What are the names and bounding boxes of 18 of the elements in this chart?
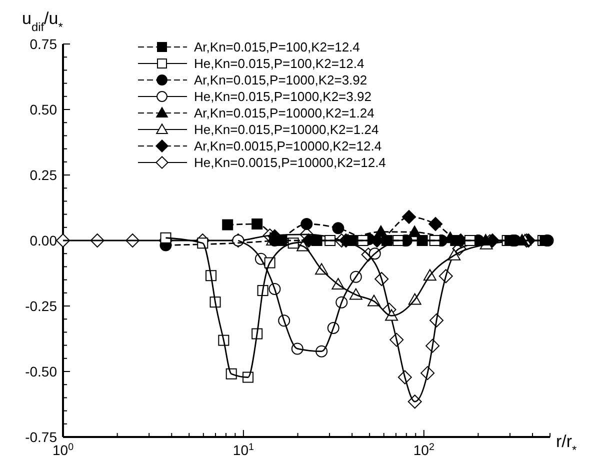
- legend-label: Ar,Kn=0.015,P=100,K2=12.4: [194, 40, 360, 55]
- legend-label: Ar,Kn=0.015,P=1000,K2=3.92: [194, 72, 368, 88]
- x-tick-label: 10$^{1}$: [232, 442, 254, 458]
- legend-label: Ar,Kn=0.015,P=10000,K2=1.24: [194, 106, 374, 121]
- x-axis-title: r/r$_{*}$: [556, 432, 578, 457]
- y-tick-label: 0.50: [30, 101, 58, 118]
- y-tick-label: -0.25: [25, 298, 58, 314]
- y-tick-label: 0.25: [30, 166, 58, 183]
- x-tick-label: 10$^{2}$: [413, 442, 434, 458]
- y-tick-label: -0.50: [25, 363, 58, 380]
- y-axis-title: u$_{dif}$/u$_{*}$: [22, 9, 64, 34]
- legend-label: He,Kn=0.015,P=1000,K2=3.92: [194, 89, 372, 104]
- legend-label: He,Kn=0.015,P=10000,K2=1.24: [194, 122, 379, 138]
- legend-label: He,Kn=0.0015,P=10000,K2=12.4: [194, 155, 386, 170]
- legend-label: He,Kn=0.015,P=100,K2=12.4: [194, 56, 364, 72]
- y-tick-label: 0.75: [30, 36, 58, 52]
- legend-label: Ar,Kn=0.0015,P=10000,K2=12.4: [194, 138, 382, 154]
- y-tick-label: 0.00: [30, 232, 58, 248]
